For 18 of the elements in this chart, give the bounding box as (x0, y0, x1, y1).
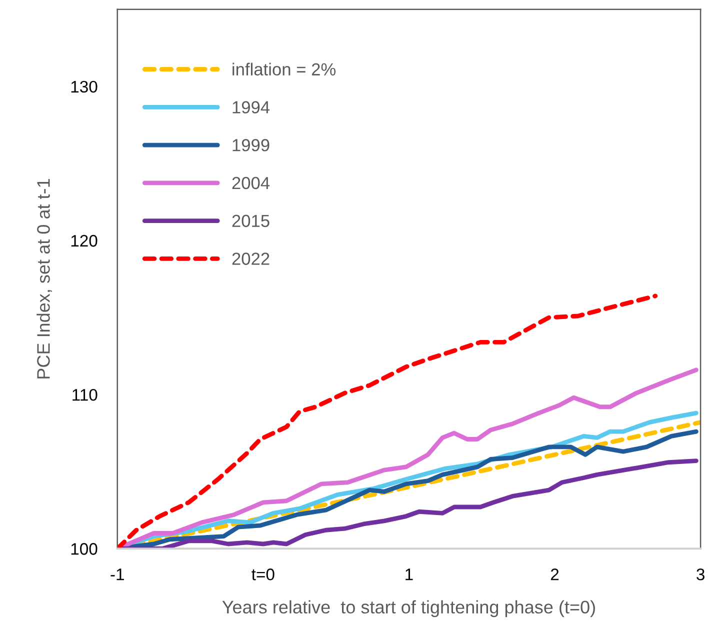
legend-label: 2004 (232, 176, 270, 190)
legend-label: 1994 (232, 101, 270, 114)
x-tick-label: t=0 (252, 568, 274, 580)
x-tick-label: 3 (696, 568, 704, 580)
y-tick-label: 100 (71, 543, 98, 555)
legend-label: 2022 (232, 252, 270, 265)
legend-label: inflation = 2% (232, 62, 336, 76)
y-tick-label: 130 (71, 80, 98, 93)
y-tick-label: 120 (71, 234, 98, 247)
x-tick-label: -1 (110, 568, 124, 580)
y-tick-label: 110 (72, 388, 98, 401)
line-series (117, 294, 658, 549)
x-tick-label: 1 (406, 568, 413, 580)
legend-label: 1999 (232, 139, 270, 152)
y-axis-title: PCE Index, set at 0 at t-1 (36, 179, 52, 378)
x-tick-label: 2 (550, 568, 559, 580)
x-axis-title: Years relative to start of tightening phase (t=0) (222, 600, 595, 618)
legend-label: 2015 (232, 214, 270, 228)
